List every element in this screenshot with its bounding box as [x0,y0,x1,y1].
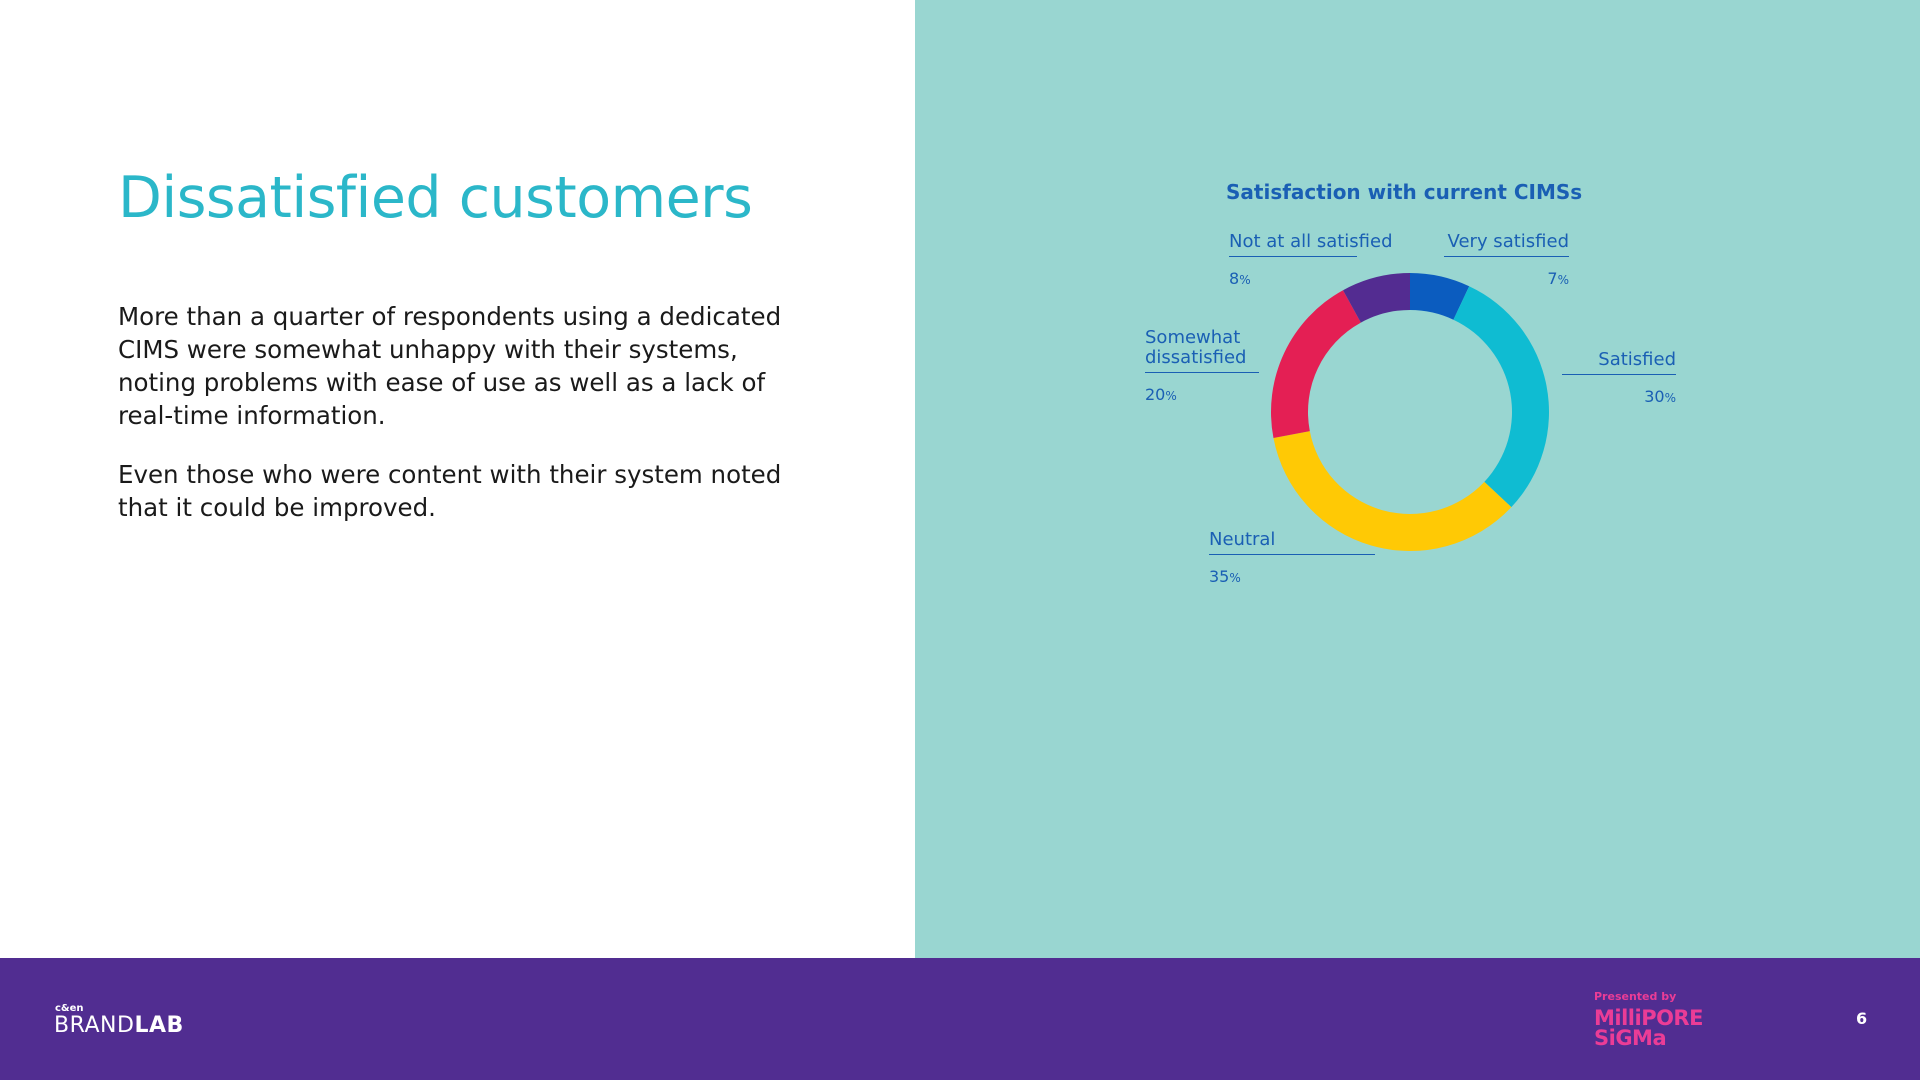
slice-label-name: Neutral [1209,530,1375,555]
presented-by-label: Presented by [1594,990,1677,1003]
donut-slice-not-at-all-satisfied [1343,273,1410,323]
slice-label-very-satisfied: Very satisfied 7% [1444,232,1569,290]
slice-label-value: 30% [1644,387,1676,406]
body-paragraph-1: More than a quarter of respondents using… [118,302,782,430]
chart-title: Satisfaction with current CIMSs [1226,180,1583,204]
slice-label-value: 7% [1547,269,1569,288]
slice-label-name: Somewhat dissatisfied [1145,328,1259,373]
slice-label-somewhat-dissatisfied: Somewhat dissatisfied 20% [1145,328,1259,406]
donut-chart [1271,273,1549,551]
slice-label-value: 35% [1209,567,1241,586]
milliporesigma-logo: MilliPORE SiGMa [1594,1006,1703,1050]
donut-slice-somewhat-dissatisfied [1271,290,1361,439]
left-panel [0,0,915,958]
donut-slice-very-satisfied [1410,273,1470,320]
body-paragraph-2: Even those who were content with their s… [118,460,782,522]
footer-bar [0,958,1920,1080]
slice-label-not-at-all-satisfied: Not at all satisfied 8% [1229,232,1393,290]
chart-panel [915,0,1920,958]
donut-slice-neutral [1273,431,1512,551]
slice-label-name: Very satisfied [1444,232,1569,257]
donut-slice-satisfied [1453,286,1549,508]
slice-label-name: Not at all satisfied [1229,232,1393,257]
slice-label-satisfied: Satisfied 30% [1562,350,1676,408]
slice-label-neutral: Neutral 35% [1209,530,1375,588]
page-number: 6 [1856,1009,1868,1028]
slide-title: Dissatisfied customers [118,165,753,231]
slice-label-value: 8% [1229,269,1251,288]
brandlab-logo: c&en BRANDLAB [54,1003,184,1038]
slice-label-value: 20% [1145,385,1177,404]
slice-label-name: Satisfied [1562,350,1676,375]
